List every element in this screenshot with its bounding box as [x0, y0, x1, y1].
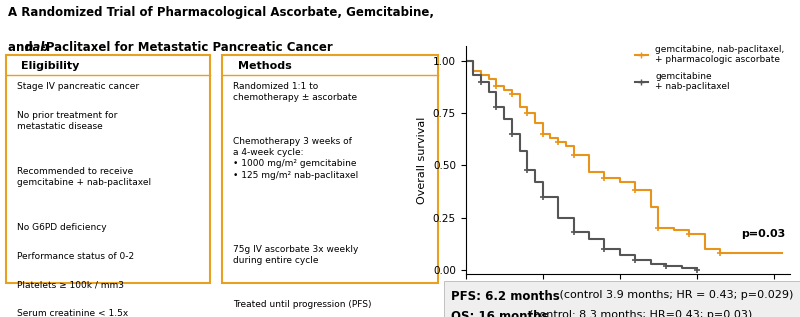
Text: Eligibility: Eligibility: [21, 61, 79, 71]
Text: Platelets ≥ 100k / mm3: Platelets ≥ 100k / mm3: [17, 281, 124, 290]
Text: Methods: Methods: [238, 61, 291, 71]
Text: (control: 8.3 months; HR=0.43; p=0.03): (control: 8.3 months; HR=0.43; p=0.03): [522, 310, 753, 317]
X-axis label: Follow-up (months): Follow-up (months): [567, 300, 688, 309]
Text: No prior treatment for
metastatic disease: No prior treatment for metastatic diseas…: [17, 111, 117, 131]
Text: Chemotherapy 3 weeks of
a 4-week cycle:
• 1000 mg/m² gemcitabine
• 125 mg/m² nab: Chemotherapy 3 weeks of a 4-week cycle: …: [234, 137, 358, 179]
Text: -Paclitaxel for Metastatic Pancreatic Cancer: -Paclitaxel for Metastatic Pancreatic Ca…: [41, 41, 333, 54]
Y-axis label: Overall survival: Overall survival: [417, 116, 427, 204]
Text: Recommended to receive
gemcitabine + nab-paclitaxel: Recommended to receive gemcitabine + nab…: [17, 167, 150, 187]
Legend: gemcitabine, nab-paclitaxel,
+ pharmacologic ascorbate, gemcitabine
+ nab-paclit: gemcitabine, nab-paclitaxel, + pharmacol…: [631, 41, 788, 94]
Text: Performance status of 0-2: Performance status of 0-2: [17, 252, 134, 261]
Text: nab: nab: [25, 41, 50, 54]
Text: OS: 16 months: OS: 16 months: [451, 310, 549, 317]
Text: Serum creatinine < 1.5x
upper limit of normal: Serum creatinine < 1.5x upper limit of n…: [17, 309, 128, 317]
Text: (control 3.9 months; HR = 0.43; p=0.029): (control 3.9 months; HR = 0.43; p=0.029): [556, 290, 794, 301]
FancyBboxPatch shape: [6, 55, 210, 283]
Text: and: and: [8, 41, 37, 54]
Text: Randomized 1:1 to
chemotherapy ± ascorbate: Randomized 1:1 to chemotherapy ± ascorba…: [234, 82, 358, 102]
Text: p=0.03: p=0.03: [742, 229, 786, 239]
Text: Treated until progression (PFS): Treated until progression (PFS): [234, 300, 372, 309]
FancyBboxPatch shape: [222, 55, 438, 283]
Text: PFS: 6.2 months: PFS: 6.2 months: [451, 290, 560, 303]
Text: 75g IV ascorbate 3x weekly
during entire cycle: 75g IV ascorbate 3x weekly during entire…: [234, 245, 358, 265]
Text: No G6PD deficiency: No G6PD deficiency: [17, 223, 106, 232]
Text: Stage IV pancreatic cancer: Stage IV pancreatic cancer: [17, 82, 138, 91]
Text: A Randomized Trial of Pharmacological Ascorbate, Gemcitabine,: A Randomized Trial of Pharmacological As…: [8, 6, 434, 19]
